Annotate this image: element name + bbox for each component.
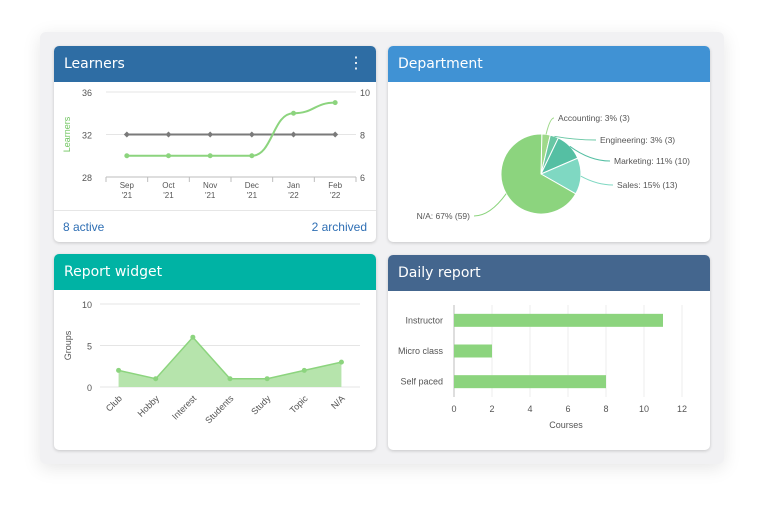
data-point-groups: [301, 367, 307, 373]
data-point-active-learners: [165, 131, 172, 138]
daily-report-title: Daily report: [398, 265, 481, 281]
data-point-active-learners: [207, 131, 214, 138]
y2-tick-label: 6: [360, 173, 365, 183]
x-tick-label: Sep: [120, 181, 135, 190]
data-point-groups: [264, 376, 270, 382]
x-tick-label: Jan: [287, 181, 300, 190]
kebab-menu-icon[interactable]: ⋮: [348, 55, 364, 72]
archived-learners-link[interactable]: 2 archived: [311, 219, 367, 234]
x-tick-label: '22: [288, 191, 299, 200]
pie-label: Engineering: 3% (3): [600, 135, 675, 145]
pie-leader-line: [473, 193, 507, 217]
x-tick-label: '21: [163, 191, 174, 200]
x-tick-label: Feb: [328, 181, 342, 190]
learners-header: Learners ⋮: [54, 46, 376, 82]
learners-card: Learners ⋮ 28 32 36 6 8 10 Sep '21 Oct '21 Nov '21 D…: [54, 46, 376, 242]
department-header: Department: [388, 46, 710, 82]
data-point-groups: [190, 334, 196, 340]
y-tick-label: 5: [87, 342, 92, 352]
data-point-active-learners: [290, 131, 297, 138]
department-card: Department Accounting: 3% (3) Engineering…: [388, 46, 710, 242]
data-point-groups: [116, 367, 122, 373]
pie-label: Accounting: 3% (3): [558, 113, 630, 123]
x-tick-label: Nov: [203, 181, 217, 190]
data-point-learners: [332, 100, 338, 106]
y-axis-label: Groups: [63, 330, 73, 360]
x-tick-label: Interest: [170, 393, 199, 422]
report-widget-title: Report widget: [64, 264, 163, 280]
x-tick-label: N/A: [329, 393, 347, 411]
learners-chart: 2832366810Sep'21Oct'21Nov'21Dec'21Jan'22…: [62, 88, 370, 200]
x-tick-label: 8: [603, 404, 608, 414]
learners-title: Learners: [64, 56, 125, 72]
data-point-learners: [124, 153, 130, 159]
x-tick-label: Students: [203, 393, 236, 426]
y-tick-label: 0: [87, 383, 92, 393]
data-point-learners: [166, 153, 171, 159]
x-tick-label: Oct: [162, 181, 175, 190]
x-tick-label: 12: [677, 404, 687, 414]
pie-leader-line: [554, 135, 597, 141]
report-widget-card: Report widget 0 5 10 Groups Club Hobby Interes…: [54, 254, 376, 450]
pie-leader-line: [569, 145, 611, 162]
x-tick-label: Club: [104, 393, 124, 413]
daily-report-card: Daily report 0 2 4 6 8 10 12 Instructor Micro cl…: [388, 255, 710, 450]
x-tick-label: '21: [247, 191, 258, 200]
x-tick-label: 4: [527, 404, 532, 414]
y-tick-label: Micro class: [398, 346, 444, 356]
y-tick-label: 10: [82, 300, 92, 310]
data-point-active-learners: [248, 131, 255, 138]
x-tick-label: '22: [330, 191, 341, 200]
x-tick-label: 6: [565, 404, 570, 414]
y-tick-label: Self paced: [400, 377, 443, 387]
department-chart: Accounting: 3% (3) Engineering: 3% (3) Mar…: [417, 113, 690, 221]
data-point-learners: [249, 153, 255, 159]
x-tick-label: 10: [639, 404, 649, 414]
x-tick-label: 0: [451, 404, 456, 414]
series-line-learners: [126, 101, 336, 157]
pie-leader-line: [580, 175, 614, 186]
y-axis-label: Learners: [62, 116, 72, 152]
pie-label: Sales: 15% (13): [617, 180, 678, 190]
bar: [454, 375, 606, 389]
active-learners-link[interactable]: 8 active: [63, 219, 105, 234]
data-point-groups: [153, 376, 159, 382]
y-tick-label: 32: [82, 131, 92, 141]
pie-label: Marketing: 11% (10): [614, 156, 690, 166]
report-widget-header: Report widget: [54, 254, 376, 290]
pie-label: N/A: 67% (59): [417, 211, 471, 221]
y-tick-label: 36: [82, 88, 92, 98]
x-tick-label: '21: [122, 191, 133, 200]
department-title: Department: [398, 56, 483, 72]
data-point-groups: [338, 359, 344, 365]
data-point-active-learners: [123, 131, 130, 138]
daily-report-header: Daily report: [388, 255, 710, 291]
x-tick-label: Dec: [245, 181, 259, 190]
data-point-learners: [291, 110, 296, 116]
pie-leader-line: [545, 117, 555, 135]
data-point-learners: [207, 153, 213, 159]
y2-tick-label: 8: [360, 131, 365, 141]
x-axis-label: Courses: [549, 420, 583, 430]
report-widget-chart: 0 5 10 Groups Club Hobby Interest Students Study…: [63, 300, 360, 426]
bar: [454, 344, 492, 358]
learners-footer: 8 active 2 archived: [54, 210, 376, 242]
x-tick-label: Hobby: [136, 393, 162, 419]
y-tick-label: Instructor: [405, 315, 443, 325]
daily-report-chart: 0 2 4 6 8 10 12 Instructor Micro class Self paced…: [398, 305, 687, 430]
x-tick-label: 2: [489, 404, 494, 414]
data-point-groups: [227, 376, 233, 382]
x-tick-label: Study: [249, 393, 273, 417]
bar: [454, 313, 663, 327]
y2-tick-label: 10: [360, 88, 370, 98]
x-tick-label: Topic: [288, 393, 310, 415]
x-tick-label: '21: [205, 191, 216, 200]
y-tick-label: 28: [82, 173, 92, 183]
data-point-active-learners: [332, 131, 339, 138]
